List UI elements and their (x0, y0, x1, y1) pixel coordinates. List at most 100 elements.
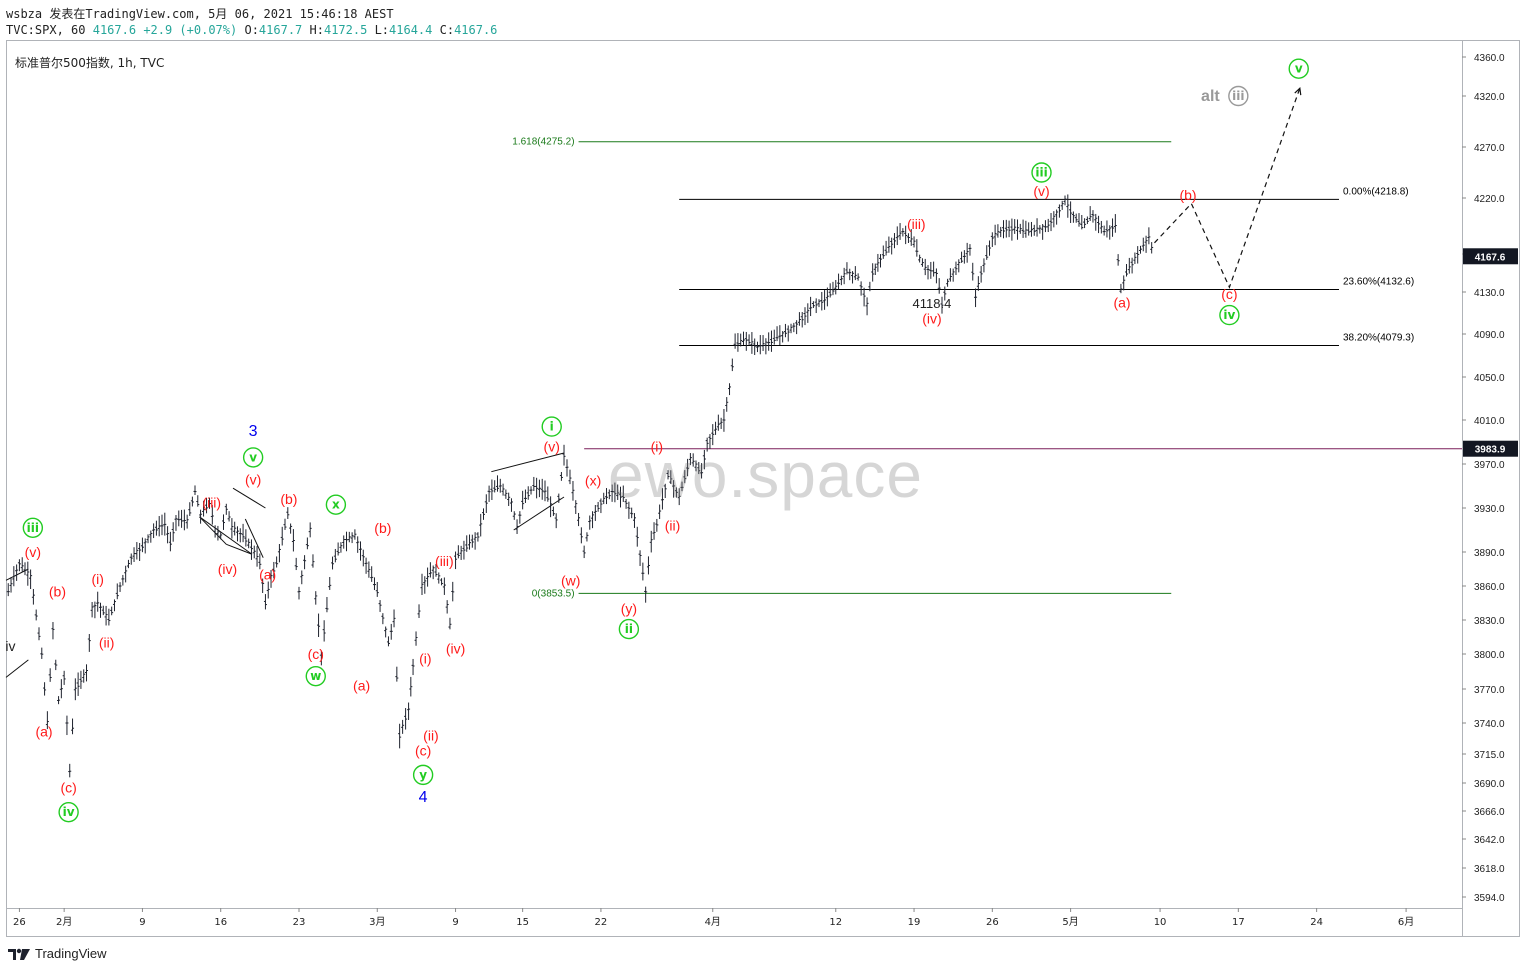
wave-label: iv (5, 638, 15, 654)
channel-line[interactable] (232, 487, 266, 509)
level-label: 38.20%(4079.3) (1343, 333, 1414, 344)
wave-label: (v) (25, 544, 41, 560)
wave-label: (v) (1033, 183, 1049, 199)
wave-label: 3 (249, 423, 258, 440)
x-tick-label: 16 (214, 917, 227, 928)
wave-label-circle (1228, 85, 1249, 107)
x-tick-label: 17 (1232, 917, 1245, 928)
y-tick-label: 3642.0 (1474, 835, 1505, 846)
channel-line[interactable] (244, 518, 264, 558)
x-tick-label: 2月 (56, 916, 72, 928)
wave-label: (a) (35, 724, 52, 740)
price-axis[interactable]: 4360.04320.04270.04220.04170.04130.04090… (1462, 53, 1518, 904)
price-annotation: 4118.4 (913, 296, 952, 311)
channel-line[interactable] (5, 659, 29, 678)
low-value: 4164.4 (389, 23, 433, 37)
wave-label: (x) (585, 473, 601, 489)
last-price: 4167.6 (92, 23, 137, 37)
wave-label: (iv) (922, 310, 941, 326)
y-tick-label: 3890.0 (1474, 548, 1505, 559)
y-tick-label: 4130.0 (1474, 288, 1505, 299)
wave-label: iv (1223, 308, 1235, 322)
chart-frame (6, 40, 1520, 937)
wave-label: (a) (1113, 295, 1130, 311)
x-tick-label: 10 (1154, 917, 1167, 928)
y-tick-label: 4320.0 (1474, 92, 1505, 103)
y-tick-label: 3594.0 (1474, 893, 1505, 904)
open-label: O: (244, 23, 259, 37)
channel-line[interactable] (513, 496, 565, 531)
wave-label: (ii) (665, 518, 681, 534)
x-tick-label: 12 (829, 917, 842, 928)
close-value: 4167.6 (454, 23, 498, 37)
x-tick-label: 9 (452, 917, 458, 928)
wave-label: (b) (1179, 187, 1196, 203)
high-value: 4172.5 (323, 23, 368, 37)
y-tick-label: 3666.0 (1474, 807, 1505, 818)
x-tick-label: 26 (13, 917, 26, 928)
tradingview-brand: TradingView (35, 946, 107, 961)
wave-label: (y) (621, 601, 637, 617)
y-tick-label: 3860.0 (1474, 582, 1505, 593)
price-tag-label: 4167.6 (1475, 252, 1506, 263)
channel-line[interactable] (199, 516, 227, 545)
y-tick-label: 3800.0 (1474, 650, 1505, 661)
wave-label-circle (1288, 58, 1309, 79)
low-label: L: (374, 23, 390, 37)
y-tick-label: 4220.0 (1474, 194, 1505, 205)
wave-label-circle (1219, 304, 1240, 326)
y-tick-label: 3690.0 (1474, 779, 1505, 790)
x-tick-label: 19 (908, 917, 921, 928)
wave-label: (c) (1221, 286, 1237, 302)
projection-path[interactable] (1154, 87, 1301, 289)
wave-label: iii (27, 521, 39, 535)
wave-label: iii (1232, 89, 1244, 103)
y-tick-label: 3715.0 (1474, 750, 1505, 761)
level-label: 23.60%(4132.6) (1343, 277, 1414, 288)
y-tick-label: 3618.0 (1474, 864, 1505, 875)
wave-label-circle (541, 416, 562, 437)
tradingview-logo[interactable]: TradingView (8, 946, 107, 961)
x-tick-label: 23 (293, 917, 306, 928)
wave-label: (i) (419, 651, 431, 667)
high-label: H: (309, 23, 324, 37)
y-tick-label: 4360.0 (1474, 53, 1505, 64)
x-tick-label: 5月 (1062, 916, 1078, 928)
y-tick-label: 4270.0 (1474, 143, 1505, 154)
time-axis[interactable]: 26 2月 9 16 23 3月 9 15 22 4月 12 19 26 5月 10 17 24 6月 (13, 908, 1414, 928)
wave-label: (b) (280, 491, 297, 507)
x-tick-label: 9 (139, 917, 145, 928)
wave-label: (w) (561, 572, 580, 588)
x-tick-label: 26 (986, 917, 999, 928)
wave-label-circle (242, 447, 264, 468)
x-tick-label: 15 (516, 917, 529, 928)
y-tick-label: 3930.0 (1474, 504, 1505, 515)
tradingview-icon (8, 948, 30, 960)
wave-label-circle (305, 665, 326, 687)
wave-label: (iii) (202, 495, 221, 511)
wave-label: v (1295, 62, 1303, 76)
symbol-label[interactable]: TVC:SPX, 60 (6, 23, 86, 37)
wave-label: (iii) (907, 216, 926, 232)
wave-label: (a) (259, 567, 276, 583)
wave-label: (i) (91, 571, 103, 587)
wave-label: w (310, 669, 321, 683)
x-tick-label: 6月 (1398, 916, 1414, 928)
wave-label: v (249, 450, 257, 464)
wave-label: x (332, 498, 340, 512)
channel-line[interactable] (491, 452, 565, 473)
projection-arrowhead (1294, 86, 1302, 96)
wave-label: (iii) (435, 553, 454, 569)
wave-label-circle (58, 801, 79, 823)
channel-line[interactable] (199, 516, 253, 555)
level-label: 0(3853.5) (532, 588, 575, 599)
wave-label: (v) (544, 438, 560, 454)
wave-label: (ii) (99, 635, 115, 651)
x-tick-label: 22 (595, 917, 608, 928)
close-label: C: (439, 23, 455, 37)
channel-line[interactable] (226, 543, 253, 555)
plot-area: 1.618(4275.2) 0.00%(4218.8) 23.60%(4132.6)… (5, 58, 1462, 823)
wave-label: i (550, 420, 554, 434)
ohlc-legend: TVC:SPX, 60 4167.6 +2.9 (+0.07%) O:4167.… (6, 23, 497, 37)
